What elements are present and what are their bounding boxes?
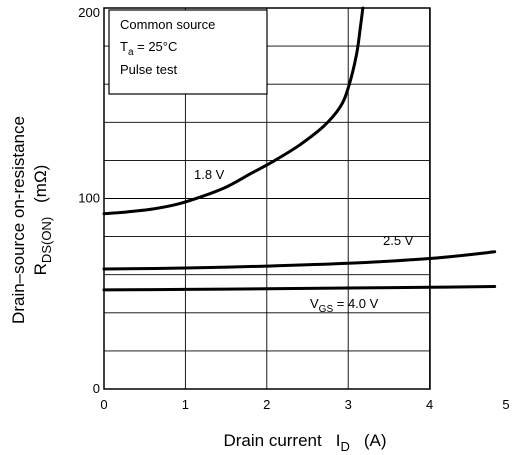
x-tick-label: 1 <box>182 397 189 412</box>
label-vgs-4v: VGS = 4.0 V <box>310 296 379 315</box>
label-1p8v: 1.8 V <box>194 167 225 182</box>
x-tick-label: 4 <box>426 397 433 412</box>
condition-common-source: Common source <box>120 17 215 32</box>
x-tick-label: 3 <box>345 397 352 412</box>
x-tick-label: 0 <box>100 397 107 412</box>
plot-frame <box>103 7 431 390</box>
y-axis-title: Drain–source on-resistance RDS(ON)(mΩ) <box>9 116 54 324</box>
condition-pulse-test: Pulse test <box>120 62 177 77</box>
x-axis-title: Drain current ID (A) <box>223 431 386 454</box>
y-tick-label: 0 <box>93 381 100 396</box>
x-tick-labels: 0 1 2 3 4 5 <box>100 397 509 412</box>
x-tick-label: 5 <box>502 397 509 412</box>
conditions-box <box>108 9 268 95</box>
y-axis-title-line2: RDS(ON)(mΩ) <box>31 165 54 276</box>
series-line-1 <box>102 250 497 271</box>
y-tick-label: 100 <box>78 191 100 206</box>
series-group <box>102 6 497 292</box>
y-tick-labels: 0 100 200 <box>78 5 100 396</box>
y-tick-label: 200 <box>78 5 100 20</box>
series-line-2 <box>102 285 497 292</box>
y-axis-title-line1: Drain–source on-resistance <box>9 116 28 324</box>
x-tick-label: 2 <box>263 397 270 412</box>
label-2p5v: 2.5 V <box>383 233 414 248</box>
series-line-0 <box>102 6 365 216</box>
condition-temperature: Ta = 25°C <box>120 39 177 58</box>
